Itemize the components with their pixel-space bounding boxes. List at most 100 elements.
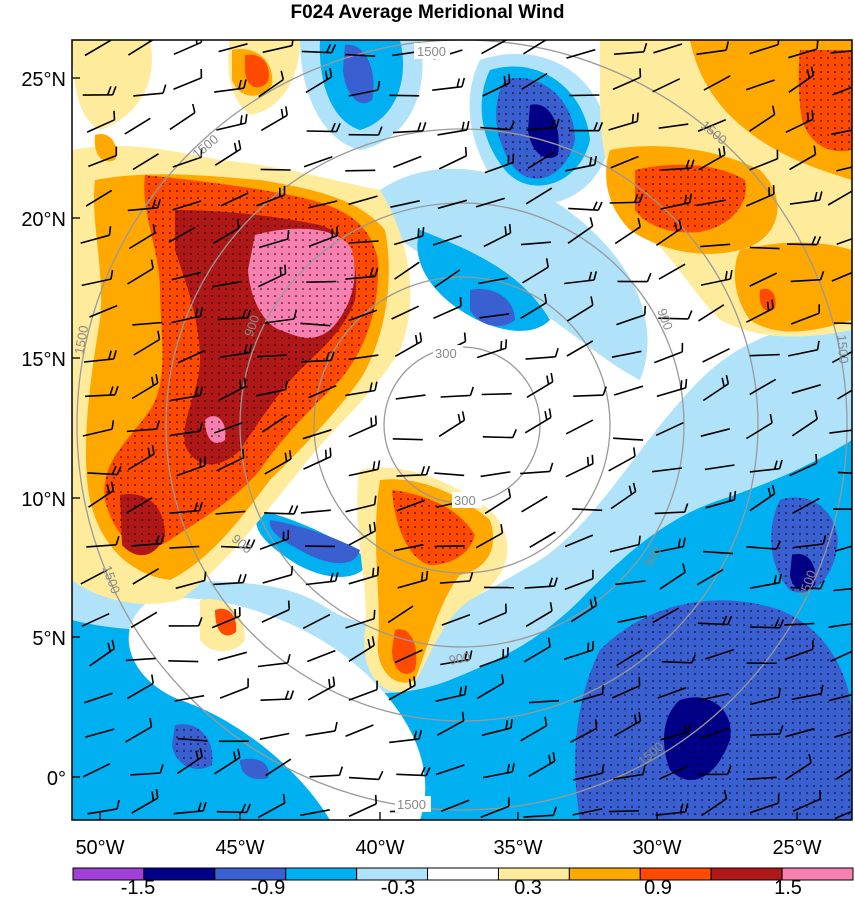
wind-barb [345, 381, 378, 397]
wind-barb [482, 762, 515, 779]
stipple [771, 497, 838, 593]
wind-barb [348, 636, 375, 662]
wind-barb [837, 389, 852, 400]
wind-barb [264, 450, 292, 475]
wind-barb [83, 349, 117, 363]
range-ring [239, 202, 685, 648]
wind-barb [307, 676, 336, 701]
wind-barb [829, 429, 852, 434]
wind-barb [211, 607, 241, 629]
wind-barb [834, 545, 852, 552]
wind-barb [656, 378, 688, 398]
wind-barb [168, 660, 199, 663]
colorbar-label: -0.9 [251, 877, 285, 899]
wind-barb [260, 106, 288, 132]
wind-barb [699, 727, 729, 740]
wind-barb [700, 243, 731, 248]
wind-barb [699, 693, 729, 701]
wind-barb [610, 482, 637, 510]
wind-barb [608, 112, 639, 131]
wind-barb [170, 386, 203, 402]
wind-barb [786, 235, 822, 246]
wind-barb [745, 79, 775, 91]
wind-barb [659, 765, 688, 780]
wind-barb [829, 693, 852, 702]
wind-barb [834, 730, 852, 738]
wind-barb [527, 151, 555, 169]
wind-barb [572, 808, 603, 816]
wind-barb [303, 447, 332, 470]
wind-barb [132, 153, 159, 171]
wind-barb [348, 566, 380, 585]
wind-barb [348, 460, 381, 477]
wind-barb [831, 271, 852, 282]
ring-label-1500: 1500 [417, 44, 446, 59]
wind-barb [784, 640, 814, 661]
wind-barb [388, 676, 416, 701]
wind-barb [610, 155, 639, 169]
wind-barb [480, 471, 511, 478]
wind-barb [566, 48, 596, 59]
wind-barb [697, 615, 733, 626]
wind-barb [216, 448, 245, 472]
wind-barb [792, 789, 822, 812]
wind-barb [169, 103, 196, 131]
wind-barb [524, 408, 552, 434]
wind-barb [749, 725, 784, 736]
colorbar-swatch [781, 867, 854, 881]
wind-barb [526, 118, 560, 131]
wind-barb [393, 155, 422, 168]
field-red-orange [245, 54, 269, 88]
wind-barb [703, 75, 731, 91]
wind-barb [565, 454, 594, 478]
wind-barb [348, 680, 378, 701]
wind-barb [81, 270, 114, 287]
wind-barb [749, 484, 776, 512]
wind-barb [835, 767, 852, 780]
wind-barb [791, 684, 824, 701]
wind-barb [396, 766, 431, 777]
range-ring [76, 40, 848, 811]
wind-barb [749, 794, 780, 814]
ring-label-300: 300 [454, 493, 476, 508]
wind-barb [216, 803, 252, 814]
wind-barb [439, 572, 474, 584]
wind-barb [85, 189, 113, 207]
wind-barb [177, 737, 208, 742]
wind-barb [659, 563, 686, 590]
wind-barb [131, 788, 159, 814]
field-light-blue [380, 168, 648, 380]
wind-barb [480, 797, 510, 818]
wind-barb [168, 226, 196, 243]
wind-barb [88, 146, 118, 168]
wind-barb [570, 596, 598, 623]
stipple [496, 78, 575, 179]
wind-barb [176, 747, 203, 775]
wind-barb [258, 70, 285, 98]
wind-barb [613, 42, 648, 55]
wind-barb [89, 639, 116, 667]
wind-barb [566, 340, 594, 357]
wind-barb [216, 113, 248, 131]
wind-barb [611, 350, 642, 358]
wind-barb [789, 454, 818, 477]
wind-barb [476, 674, 505, 699]
lon-label: 30°W [632, 837, 681, 859]
wind-barb [438, 146, 468, 170]
wind-barb [307, 649, 336, 663]
range-ring [313, 276, 611, 574]
wind-barb [305, 67, 333, 94]
wind-barb [301, 351, 335, 363]
wind-barb [345, 495, 377, 513]
wind-barb [564, 271, 598, 285]
wind-barb [482, 428, 518, 439]
wind-barb [749, 105, 776, 132]
wind-barb [613, 385, 644, 396]
wind-barb [434, 472, 465, 477]
wind-barb [434, 545, 465, 548]
stipple [575, 600, 852, 820]
wind-barb [482, 73, 511, 97]
wind-barb [345, 267, 379, 280]
wind-barb [308, 226, 338, 248]
wind-barb [88, 481, 115, 508]
